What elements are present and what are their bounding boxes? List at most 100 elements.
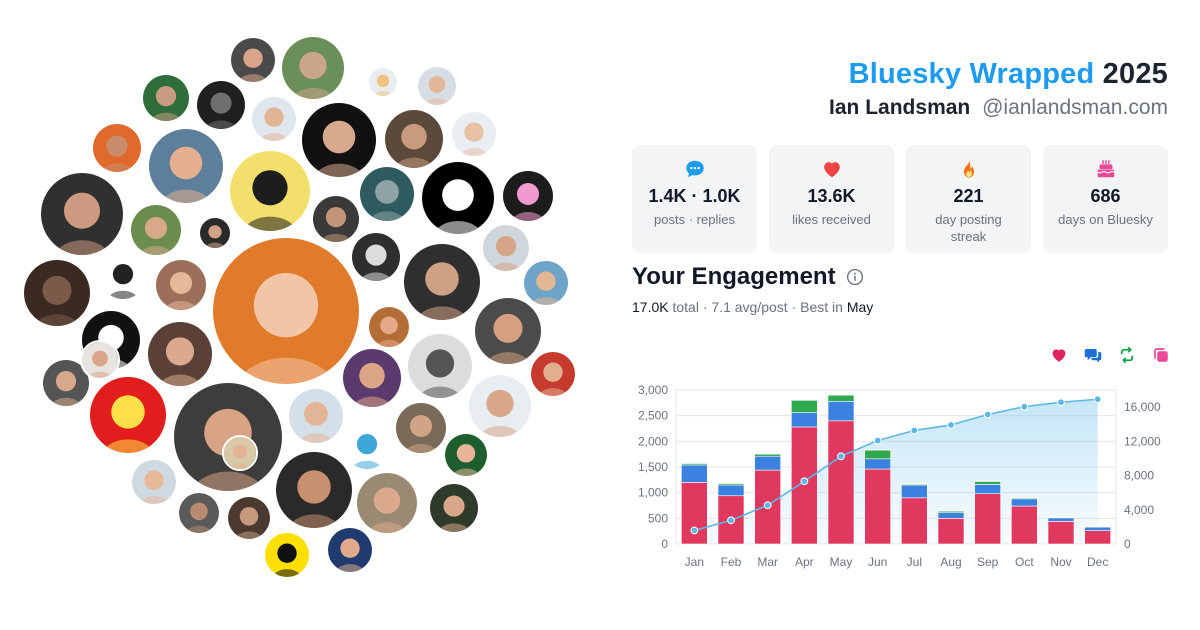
avatar-16[interactable] xyxy=(501,169,555,223)
avatar-19[interactable] xyxy=(198,216,232,250)
bar-quotes xyxy=(1047,516,1075,518)
avatar-picture xyxy=(418,67,456,105)
avatar-46[interactable] xyxy=(226,495,272,541)
avatar-picture xyxy=(344,423,390,469)
avatar-37[interactable] xyxy=(172,381,284,493)
cake-icon xyxy=(1096,160,1115,178)
stat-card-posts: 1.4K · 1.0K posts · replies xyxy=(632,145,757,253)
engagement-summary: 17.0K total · 7.1 avg/post · Best in May xyxy=(632,299,873,315)
avatar-34[interactable] xyxy=(529,350,577,398)
bar-replies xyxy=(791,412,818,428)
avatar-41[interactable] xyxy=(394,401,448,455)
avatar-picture xyxy=(148,322,212,386)
avatar-picture xyxy=(224,437,256,469)
avatar-picture xyxy=(156,260,206,310)
avatar-17[interactable] xyxy=(39,171,125,257)
avatar-29[interactable] xyxy=(367,305,411,349)
avatar-15[interactable] xyxy=(420,160,496,236)
bar-replies xyxy=(1011,498,1038,507)
avatar-24[interactable] xyxy=(522,259,570,307)
cumulative-point xyxy=(763,501,772,510)
bar-reposts xyxy=(827,394,855,402)
stat-card-likes: 13.6K likes received xyxy=(769,145,894,253)
bar-reposts xyxy=(791,399,818,413)
avatar-8[interactable] xyxy=(300,101,378,179)
avatar-picture xyxy=(385,110,443,168)
avatar-49[interactable] xyxy=(428,482,480,534)
avatar-25[interactable] xyxy=(22,258,92,328)
avatar-picture xyxy=(228,497,270,539)
avatar-22[interactable] xyxy=(402,242,482,322)
y-tick-label: 2,500 xyxy=(638,409,668,423)
avatar-36[interactable] xyxy=(88,375,168,455)
user-handle[interactable]: @ianlandsman.com xyxy=(982,96,1168,119)
quote-icon[interactable] xyxy=(1152,346,1170,364)
avatar-11[interactable] xyxy=(91,122,143,174)
avatar-18[interactable] xyxy=(129,203,183,257)
avatar-52[interactable] xyxy=(222,435,258,471)
avatar-9[interactable] xyxy=(383,108,445,170)
bar-replies xyxy=(901,484,928,499)
avatar-5[interactable] xyxy=(141,73,191,123)
avatar-40[interactable] xyxy=(342,421,392,471)
avatar-picture xyxy=(231,38,275,82)
avatar-picture xyxy=(131,205,181,255)
avatar-27[interactable] xyxy=(154,258,208,312)
avatar-28[interactable] xyxy=(211,236,361,386)
avatar-50[interactable] xyxy=(263,531,311,579)
display-name: Ian Landsman xyxy=(829,96,971,119)
bar-replies xyxy=(864,458,891,470)
avatar-picture xyxy=(357,473,417,533)
reply-icon[interactable] xyxy=(1084,346,1102,364)
avatar-48[interactable] xyxy=(355,471,419,535)
avatar-13[interactable] xyxy=(228,149,312,233)
bar-likes xyxy=(937,518,965,545)
avatar-picture xyxy=(174,383,282,491)
avatar-26[interactable] xyxy=(98,251,148,301)
avatar-2[interactable] xyxy=(280,35,346,101)
avatar-picture xyxy=(230,151,310,231)
x-tick-label: Sep xyxy=(977,555,999,569)
cumulative-point xyxy=(947,421,955,429)
avatar-4[interactable] xyxy=(416,65,458,107)
avatar-51[interactable] xyxy=(326,526,374,574)
avatar-44[interactable] xyxy=(130,458,178,506)
bar-quotes xyxy=(717,482,745,484)
avatar-53[interactable] xyxy=(80,340,120,380)
avatar-picture xyxy=(90,377,166,453)
avatar-3[interactable] xyxy=(367,66,399,98)
avatar-10[interactable] xyxy=(450,110,498,158)
avatar-38[interactable] xyxy=(287,387,345,445)
avatar-23[interactable] xyxy=(481,223,531,273)
avatar-39[interactable] xyxy=(341,347,403,409)
fire-icon xyxy=(963,160,974,178)
engagement-total-word: total xyxy=(672,299,699,315)
avatar-21[interactable] xyxy=(350,231,402,283)
avatar-12[interactable] xyxy=(147,127,225,205)
avatar-32[interactable] xyxy=(146,320,214,388)
avatar-20[interactable] xyxy=(311,194,361,244)
avatar-1[interactable] xyxy=(229,36,277,84)
avatar-6[interactable] xyxy=(195,79,247,131)
info-icon[interactable] xyxy=(846,268,864,286)
bar-quotes xyxy=(827,394,855,396)
stat-label: day posting streak xyxy=(935,212,1002,244)
avatar-45[interactable] xyxy=(177,491,221,535)
avatar-cluster xyxy=(22,35,577,579)
chart-legend xyxy=(1050,346,1170,364)
avatar-47[interactable] xyxy=(274,450,354,530)
avatar-picture xyxy=(430,484,478,532)
repost-icon[interactable] xyxy=(1118,346,1136,364)
avatar-30[interactable] xyxy=(473,296,543,366)
avatar-33[interactable] xyxy=(406,332,474,400)
avatar-43[interactable] xyxy=(443,432,489,478)
avatar-7[interactable] xyxy=(250,95,298,143)
heart-icon[interactable] xyxy=(1050,346,1068,364)
bar-likes xyxy=(901,497,928,545)
bar-quotes xyxy=(754,453,781,455)
avatar-14[interactable] xyxy=(358,165,416,223)
avatar-42[interactable] xyxy=(467,373,533,439)
x-tick-label: Jul xyxy=(907,555,922,569)
avatar-picture xyxy=(282,37,344,99)
x-tick-label: Apr xyxy=(795,555,814,569)
